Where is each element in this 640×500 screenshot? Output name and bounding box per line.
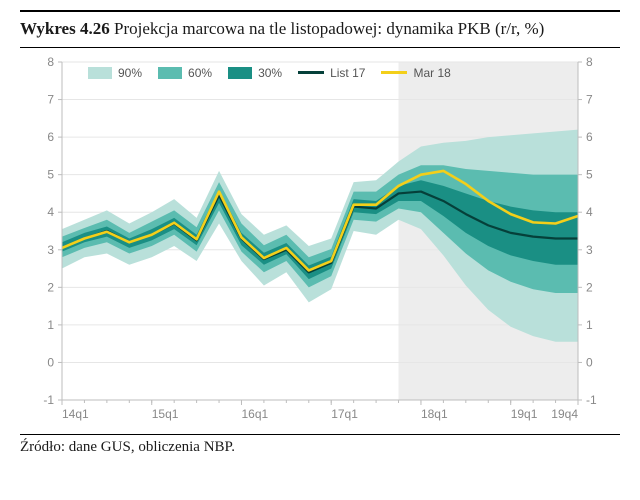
legend-label-list17: List 17	[330, 66, 365, 80]
svg-text:16q1: 16q1	[241, 407, 268, 421]
svg-text:0: 0	[586, 355, 593, 369]
legend-label-mar18: Mar 18	[413, 66, 450, 80]
legend-line-mar18	[381, 71, 407, 74]
svg-text:6: 6	[586, 130, 593, 144]
svg-text:18q1: 18q1	[421, 407, 448, 421]
legend-item-list17: List 17	[298, 66, 365, 80]
legend-swatch-30	[228, 67, 252, 79]
chart-title-block: Wykres 4.26 Projekcja marcowa na tle lis…	[20, 10, 620, 48]
svg-text:0: 0	[47, 355, 54, 369]
svg-text:5: 5	[47, 168, 54, 182]
svg-text:8: 8	[47, 55, 54, 69]
legend-item-30: 30%	[228, 66, 282, 80]
svg-text:4: 4	[47, 205, 54, 219]
svg-text:2: 2	[586, 280, 593, 294]
legend-item-60: 60%	[158, 66, 212, 80]
chart-title: Wykres 4.26 Projekcja marcowa na tle lis…	[20, 19, 544, 38]
svg-text:7: 7	[47, 92, 54, 106]
svg-text:3: 3	[47, 243, 54, 257]
legend-label-90: 90%	[118, 66, 142, 80]
svg-text:8: 8	[586, 55, 593, 69]
legend-item-90: 90%	[88, 66, 142, 80]
legend-swatch-90	[88, 67, 112, 79]
svg-text:2: 2	[47, 280, 54, 294]
svg-text:-1: -1	[43, 393, 54, 407]
svg-text:14q1: 14q1	[62, 407, 89, 421]
svg-text:-1: -1	[586, 393, 597, 407]
legend-label-60: 60%	[188, 66, 212, 80]
fan-chart: -1 -1 0 0 1 1 2 2 3 3 4 4 5 5 6 6 7 7 8 8 14q1 15q1 16q1 17q1 18…	[20, 52, 620, 432]
svg-text:1: 1	[586, 318, 593, 332]
svg-text:3: 3	[586, 243, 593, 257]
legend-label-30: 30%	[258, 66, 282, 80]
svg-text:15q1: 15q1	[152, 407, 179, 421]
chart-svg: -1 -1 0 0 1 1 2 2 3 3 4 4 5 5 6 6 7 7 8 8 14q1 15q1 16q1 17q1 18…	[20, 52, 620, 432]
svg-text:19q1: 19q1	[511, 407, 538, 421]
svg-text:1: 1	[47, 318, 54, 332]
legend-item-mar18: Mar 18	[381, 66, 450, 80]
svg-text:5: 5	[586, 168, 593, 182]
svg-text:19q4: 19q4	[551, 407, 578, 421]
chart-source: Źródło: dane GUS, obliczenia NBP.	[20, 434, 620, 456]
svg-text:6: 6	[47, 130, 54, 144]
svg-text:4: 4	[586, 205, 593, 219]
svg-text:17q1: 17q1	[331, 407, 358, 421]
legend-line-list17	[298, 71, 324, 74]
legend: 90% 60% 30% List 17 Mar 18	[88, 66, 451, 80]
svg-text:7: 7	[586, 92, 593, 106]
legend-swatch-60	[158, 67, 182, 79]
